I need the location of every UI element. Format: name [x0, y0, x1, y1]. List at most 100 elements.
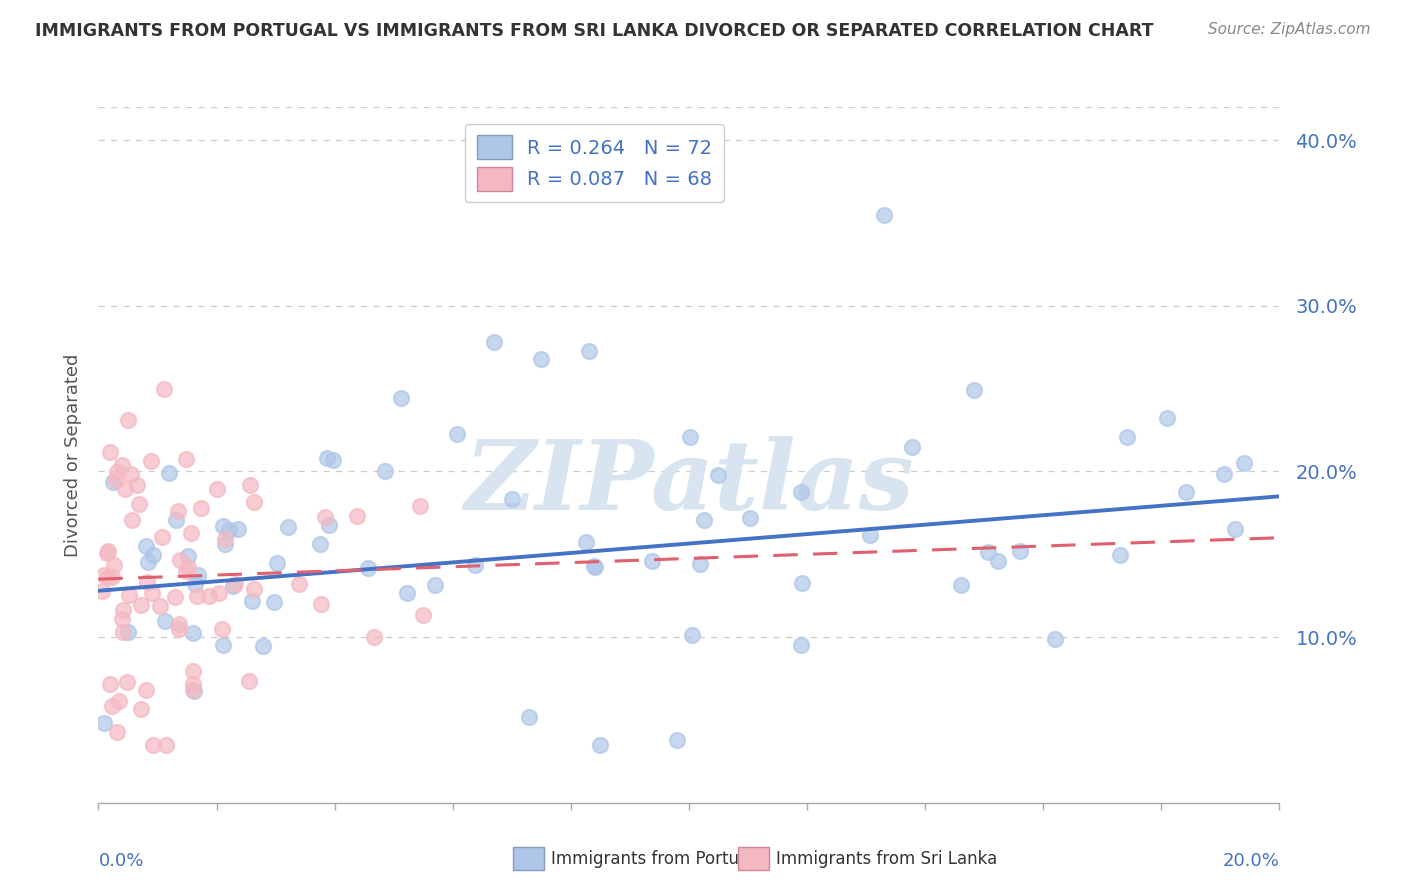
Point: [183, 683, 205, 698]
Point: [501, 492, 523, 507]
Point: [139, 454, 162, 468]
Point: [692, 513, 714, 527]
Point: [174, 564, 197, 578]
Point: [357, 560, 380, 574]
Point: [423, 578, 446, 592]
Point: [141, 549, 163, 563]
Point: [681, 628, 703, 642]
Point: [208, 585, 231, 599]
Point: [190, 501, 212, 516]
Point: [679, 430, 702, 444]
Point: [101, 699, 124, 714]
Point: [1223, 522, 1246, 536]
Point: [165, 513, 187, 527]
Point: [181, 683, 204, 698]
Text: Source: ZipAtlas.com: Source: ZipAtlas.com: [1208, 22, 1371, 37]
Point: [575, 535, 598, 549]
Point: [96, 546, 118, 560]
Point: [105, 465, 128, 479]
Point: [859, 527, 882, 541]
Point: [346, 509, 368, 524]
Point: [277, 520, 299, 534]
Point: [167, 622, 190, 636]
Point: [121, 513, 143, 527]
Point: [1174, 485, 1197, 500]
Point: [117, 412, 139, 426]
Point: [127, 478, 149, 492]
Point: [226, 522, 249, 536]
Point: [963, 384, 986, 398]
Point: [363, 630, 385, 644]
Point: [167, 504, 190, 518]
Point: [97, 570, 120, 584]
Point: [93, 568, 115, 582]
Point: [211, 622, 233, 636]
Point: [180, 525, 202, 540]
Point: [177, 549, 200, 563]
Point: [112, 603, 135, 617]
Point: [252, 640, 274, 654]
Point: [738, 510, 761, 524]
Point: [183, 577, 205, 591]
Point: [181, 664, 204, 678]
Point: [1156, 411, 1178, 425]
Point: [578, 343, 600, 358]
Point: [530, 351, 553, 366]
Point: [157, 466, 180, 480]
Point: [1043, 632, 1066, 646]
Point: [238, 673, 260, 688]
Point: [901, 440, 924, 454]
Point: [181, 626, 204, 640]
Point: [482, 335, 505, 350]
Point: [118, 588, 141, 602]
Text: 20.0%: 20.0%: [1223, 852, 1279, 870]
Point: [136, 574, 159, 589]
Point: [212, 638, 235, 652]
Point: [153, 614, 176, 628]
Point: [135, 539, 157, 553]
Point: [128, 497, 150, 511]
Point: [101, 569, 124, 583]
Point: [135, 683, 157, 698]
Point: [91, 583, 114, 598]
Point: [583, 558, 606, 573]
Point: [221, 579, 243, 593]
Point: [446, 427, 468, 442]
Point: [136, 555, 159, 569]
Point: [689, 557, 711, 571]
Point: [583, 560, 606, 574]
Point: [167, 617, 190, 632]
Point: [1008, 544, 1031, 558]
Point: [519, 709, 541, 723]
Point: [149, 599, 172, 613]
Point: [101, 475, 124, 490]
Point: [396, 586, 419, 600]
Point: [314, 510, 336, 524]
Point: [374, 464, 396, 478]
Point: [640, 554, 662, 568]
Point: [97, 544, 120, 558]
Point: [1116, 429, 1139, 443]
Point: [117, 625, 139, 640]
Point: [111, 624, 134, 639]
Point: [287, 577, 309, 591]
Point: [214, 537, 236, 551]
Point: [105, 724, 128, 739]
Point: [243, 582, 266, 596]
Point: [666, 732, 689, 747]
Point: [98, 676, 121, 690]
Point: [243, 495, 266, 509]
Point: [115, 674, 138, 689]
Point: [98, 444, 121, 458]
Point: [463, 558, 485, 572]
Point: [308, 537, 330, 551]
Point: [129, 702, 152, 716]
Point: [177, 560, 200, 574]
Point: [263, 595, 285, 609]
Point: [707, 467, 730, 482]
Point: [114, 483, 136, 497]
Point: [316, 451, 339, 466]
Point: [266, 556, 288, 570]
Point: [987, 554, 1010, 568]
Point: [224, 577, 246, 591]
